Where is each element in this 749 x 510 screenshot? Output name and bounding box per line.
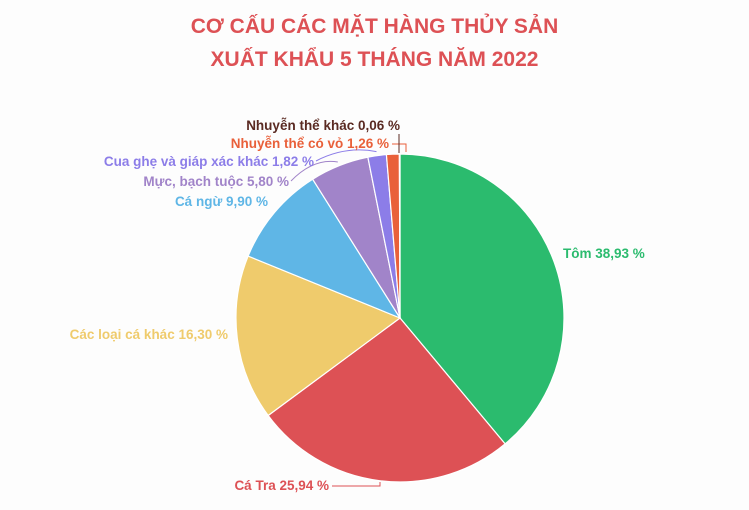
slice-label: Các loại cá khác 16,30 % <box>70 327 228 342</box>
slice-labels: Tôm 38,93 % Cá Tra 25,94 % Các loại cá khá… <box>70 118 645 493</box>
slice-label: Nhuyễn thể khác 0,06 % <box>246 118 400 133</box>
chart-title-line-1: CƠ CẤU CÁC MẶT HÀNG THỦY SẢN <box>190 15 559 38</box>
slice-label: Cá Tra 25,94 % <box>234 478 329 493</box>
chart-title-line-2: XUẤT KHẨU 5 THÁNG NĂM 2022 <box>210 48 539 71</box>
pie-slice <box>398 153 401 319</box>
slice-label: Cua ghẹ và giáp xác khác 1,82 % <box>104 154 314 169</box>
label-leader-line <box>392 143 407 152</box>
label-leader-lines <box>290 134 407 487</box>
slice-label: Mực, bạch tuộc 5,80 % <box>143 174 289 189</box>
label-leader-line <box>315 149 377 162</box>
pie-slice <box>247 178 402 320</box>
pie-slice <box>235 255 402 417</box>
label-leader-line <box>290 160 338 182</box>
pie-slices <box>235 153 565 483</box>
pie-slice <box>399 153 565 445</box>
slice-label: Cá ngừ 9,90 % <box>175 194 268 209</box>
chart-title: CƠ CẤU CÁC MẶT HÀNG THỦY SẢN XUẤT KHẨU 5… <box>0 10 749 76</box>
pie-slice <box>267 317 506 483</box>
label-leader-line <box>332 482 381 487</box>
slice-label: Nhuyễn thể có vỏ 1,26 % <box>231 136 389 151</box>
slice-label: Tôm 38,93 % <box>563 246 645 261</box>
